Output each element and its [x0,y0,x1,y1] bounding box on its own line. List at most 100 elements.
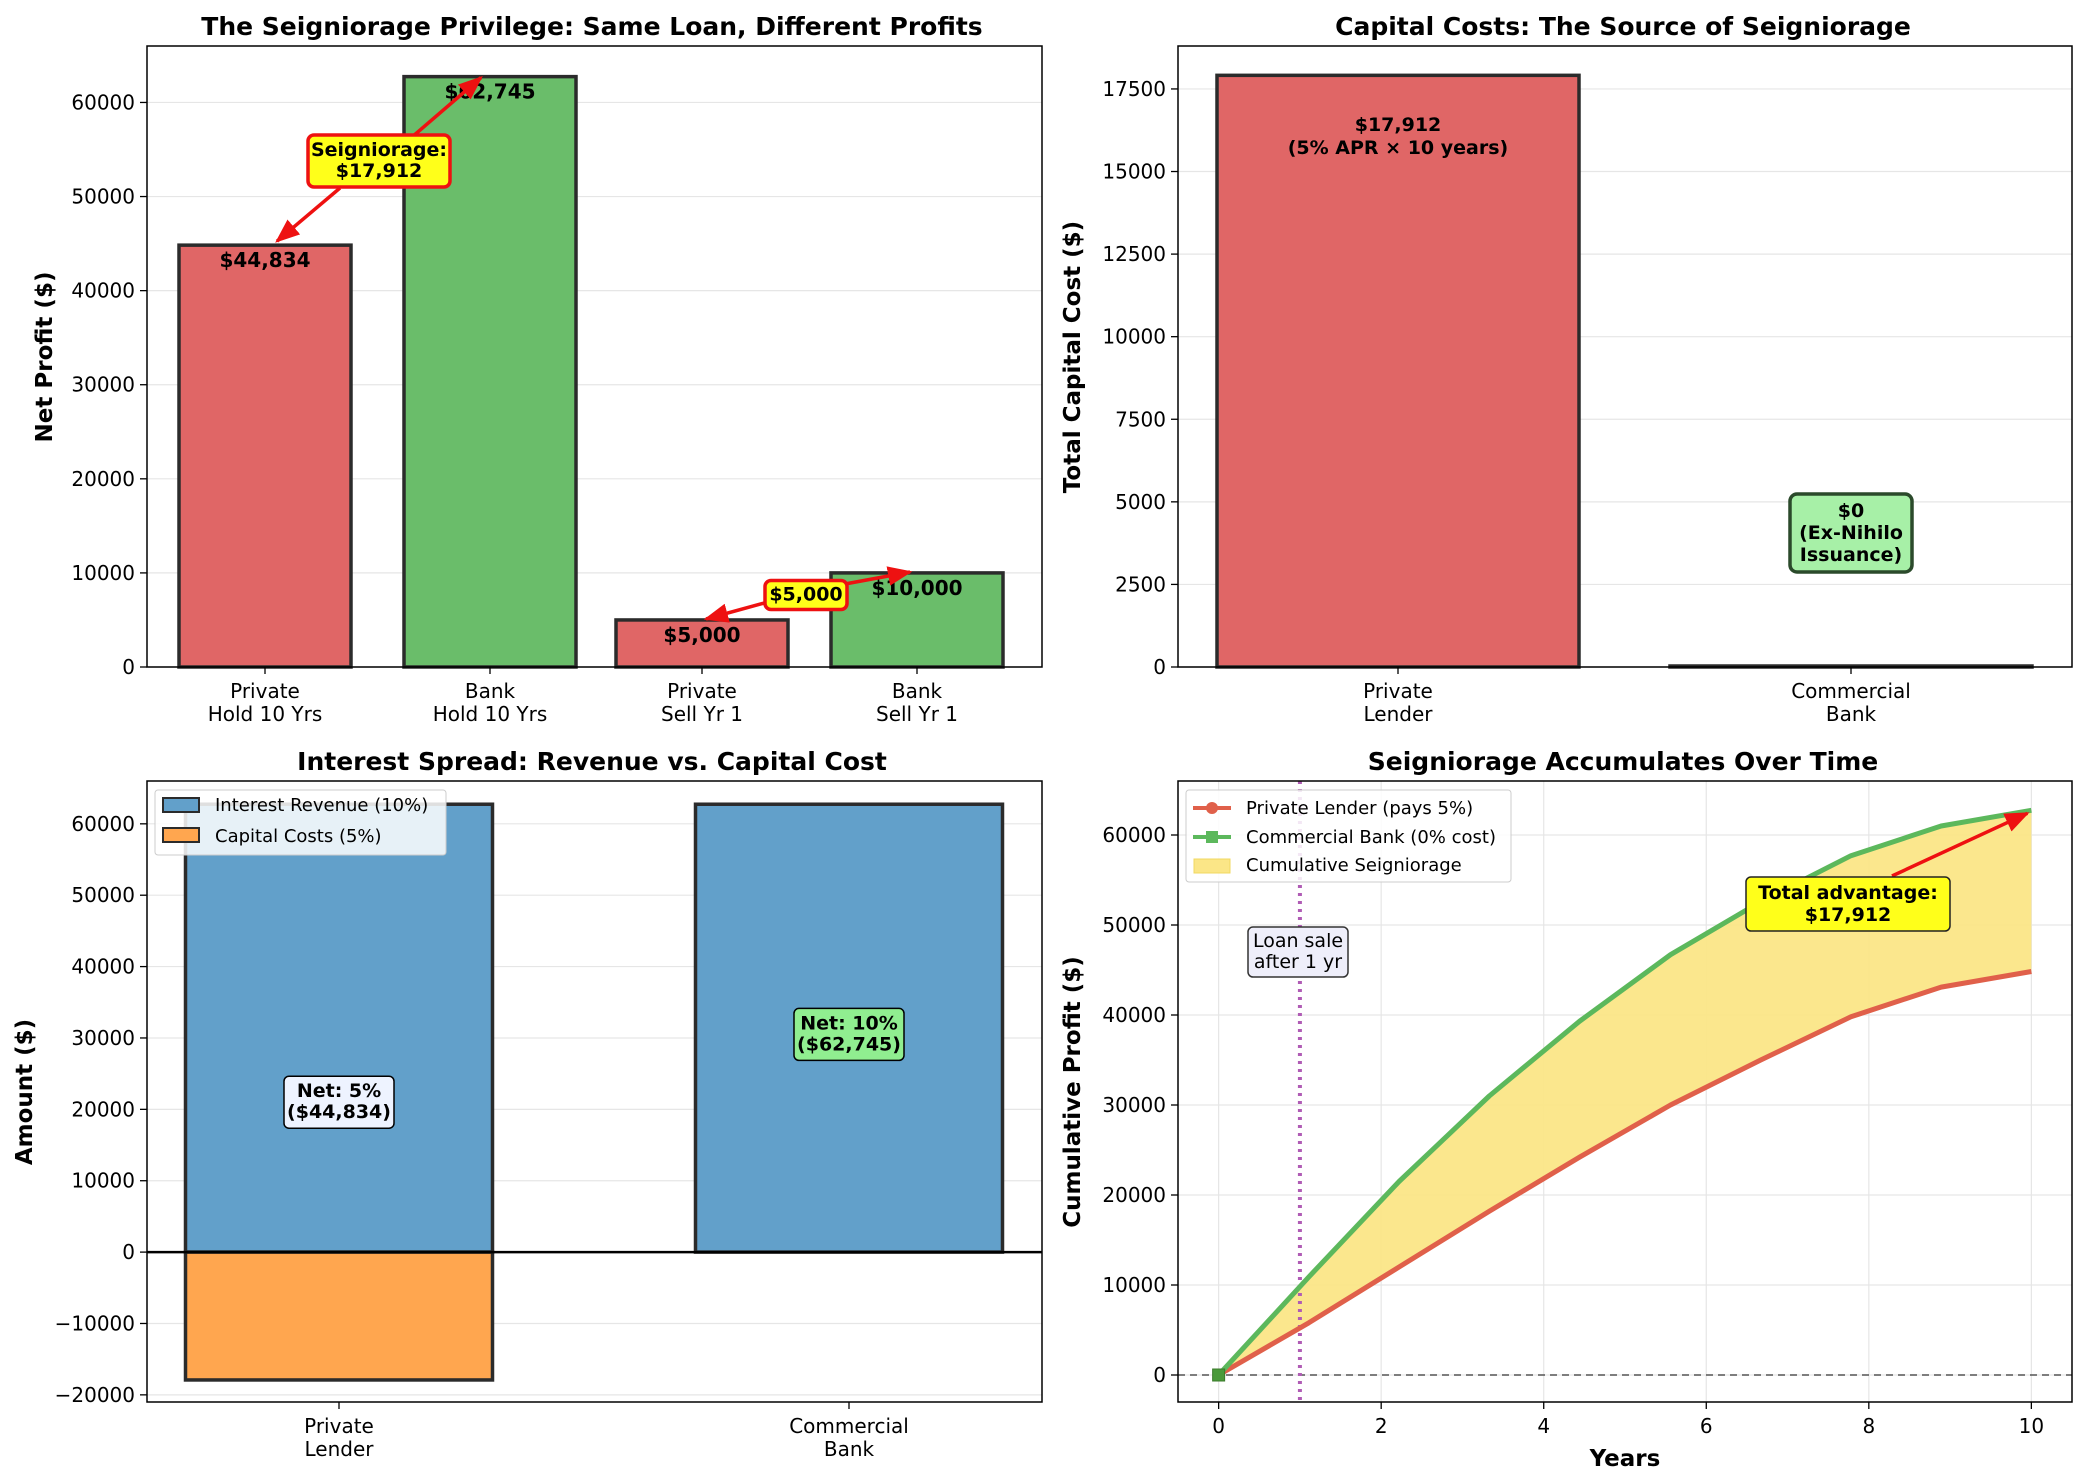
y-tick-label: 0 [122,655,135,679]
x-tick-label: Bank [465,679,516,703]
x-tick-label: Sell Yr 1 [876,702,958,726]
y-tick-label: 15000 [1102,160,1166,184]
legend-swatch-seigniorage [1193,858,1231,874]
annotation-text: $17,912 [336,160,423,182]
bar [829,571,1005,669]
y-tick-label: 30000 [71,373,135,397]
revenue-bar [183,802,495,1254]
y-tick-label: 50000 [71,185,135,209]
y-tick-label: 2500 [1115,572,1166,596]
chart3-ylabel: Amount ($) [12,1019,38,1165]
annotation-text: Total advantage: [1758,882,1938,904]
chart3-title: Interest Spread: Revenue vs. Capital Cos… [297,747,887,776]
legend-marker-private [1206,802,1218,814]
y-tick-label: 60000 [71,812,135,836]
net-label: Net: 5% [297,1080,381,1102]
y-tick-label: 0 [1153,655,1166,679]
y-tick-label: 60000 [1102,823,1166,847]
bar-value-label: $5,000 [663,623,740,647]
legend-swatch-revenue [162,797,200,813]
x-tick-label: Sell Yr 1 [661,702,743,726]
bar-value-label: $17,912 [1355,114,1442,136]
chart-profit-comparison: The Seigniorage Privilege: Same Loan, Di… [32,12,1043,726]
annotation-box [306,133,452,189]
chart-capital-costs: Capital Costs: The Source of Seigniorage… [1060,12,2073,726]
y-tick-label: 50000 [71,883,135,907]
x-tick-label: Bank [1826,702,1877,726]
net-label-box [793,1007,905,1062]
annotation-text: $17,912 [1805,904,1892,926]
y-tick-label: −20000 [55,1383,135,1407]
y-tick-label: 0 [122,1240,135,1264]
bar [177,243,353,669]
annotation-text: Loan sale [1253,930,1343,952]
annotation-arrow [703,600,769,623]
net-label-box [283,1075,395,1129]
chart2-title: Capital Costs: The Source of Seigniorage [1335,12,1911,41]
x-tick-label: 6 [1700,1414,1713,1438]
legend-swatch-cost [162,827,200,843]
legend-label-cost: Capital Costs (5%) [215,826,382,847]
y-tick-label: 10000 [71,1169,135,1193]
chart2-ylabel: Total Capital Cost ($) [1060,221,1086,493]
chart4-title: Seigniorage Accumulates Over Time [1368,747,1878,776]
y-tick-label: 10000 [1102,1273,1166,1297]
bar-value-label: $10,000 [871,576,962,600]
legend-label-bank: Commercial Bank (0% cost) [1246,827,1496,848]
chart4-ylabel: Cumulative Profit ($) [1060,956,1086,1228]
chart1-title: The Seigniorage Privilege: Same Loan, Di… [201,12,982,41]
legend-label-private: Private Lender (pays 5%) [1246,798,1473,819]
annotation-box [763,578,849,612]
annotation-box [1247,926,1349,978]
x-tick-label: Private [304,1414,374,1438]
bar [1215,73,1581,669]
annotation-arrow [275,186,342,243]
x-tick-label: Hold 10 Yrs [433,702,548,726]
bar-value-box [1788,492,1914,574]
y-tick-label: 12500 [1102,242,1166,266]
cost-bar [183,1250,495,1382]
chart1-frame [146,45,1043,668]
chart1-ylabel: Net Profit ($) [32,272,58,443]
y-tick-label: 60000 [71,90,135,114]
y-tick-label: 50000 [1102,913,1166,937]
chart4-legend: Private Lender (pays 5%) Commercial Bank… [1185,789,1512,883]
x-tick-label: Private [1363,679,1433,703]
x-tick-label: 0 [1212,1414,1225,1438]
annotation-text: $5,000 [769,584,842,606]
x-tick-label: 2 [1375,1414,1388,1438]
annotation-box [1745,876,1951,932]
seigniorage-area [1218,810,2032,1375]
bar-value-label: (5% APR × 10 years) [1288,137,1508,159]
x-tick-label: 8 [1862,1414,1875,1438]
commercial-bank-marker [1212,1368,1226,1382]
chart-interest-spread: Interest Spread: Revenue vs. Capital Cos… [12,747,1043,1461]
y-tick-label: 40000 [71,955,135,979]
chart-cumulative-profit: Seigniorage Accumulates Over Time Loan s… [1060,747,2073,1472]
x-tick-label: Private [230,679,300,703]
annotation-text: after 1 yr [1254,951,1342,973]
x-tick-label: Commercial [1791,679,1911,703]
x-tick-label: 10 [2019,1414,2044,1438]
y-tick-label: 7500 [1115,407,1166,431]
x-tick-label: Lender [1364,702,1434,726]
legend-label-seigniorage: Cumulative Seigniorage [1246,855,1462,876]
bar-value-label: $44,834 [219,248,310,272]
y-tick-label: 17500 [1102,77,1166,101]
x-tick-label: Lender [305,1437,375,1461]
y-tick-label: 40000 [71,279,135,303]
x-tick-label: Bank [892,679,943,703]
y-tick-label: 20000 [71,467,135,491]
y-tick-label: 20000 [1102,1183,1166,1207]
y-tick-label: −10000 [55,1311,135,1335]
x-tick-label: Hold 10 Yrs [208,702,323,726]
bar [614,618,790,669]
private-lender-line [1217,969,2032,1378]
y-tick-label: 0 [1153,1363,1166,1387]
y-tick-label: 30000 [1102,1093,1166,1117]
bar-value-label: Issuance) [1800,544,1902,566]
net-label: ($44,834) [287,1101,391,1123]
x-tick-label: Commercial [789,1414,909,1438]
y-tick-label: 20000 [71,1097,135,1121]
